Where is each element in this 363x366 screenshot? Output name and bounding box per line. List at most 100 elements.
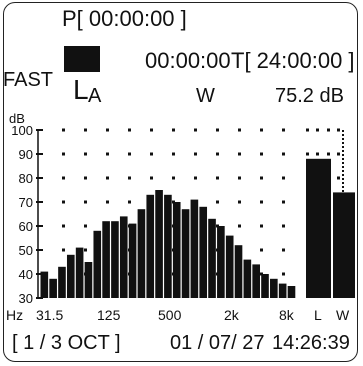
grid-dot: [337, 176, 340, 180]
grid-dot: [306, 152, 309, 156]
spectrum-bar: [181, 209, 190, 298]
spectrum-bar: [225, 235, 234, 298]
grid-dot: [260, 224, 263, 228]
weighting-subscript: A: [88, 85, 102, 107]
spectrum-bar: [128, 223, 137, 298]
grid-dot: [172, 152, 175, 156]
spectrum-bar: [172, 202, 181, 298]
x-tick-label: 2k: [224, 307, 239, 323]
spectrum-bar: [137, 209, 146, 298]
time-weighting-mode: FAST: [3, 69, 54, 91]
grid-dot: [316, 128, 319, 132]
grid-dot: [194, 176, 197, 180]
grid-dot: [216, 128, 219, 132]
grid-dot: [260, 200, 263, 204]
grid-dot: [62, 128, 65, 132]
grid-dot: [260, 128, 263, 132]
grid-dot: [216, 152, 219, 156]
grid-dot: [238, 128, 241, 132]
grid-dot: [238, 152, 241, 156]
grid-dot: [84, 128, 87, 132]
spectrum-bar: [155, 190, 163, 298]
spectrum-bar: [199, 206, 208, 298]
grid-dot: [306, 128, 309, 132]
date-display: 01 / 07/ 27: [170, 332, 265, 354]
grid-dot: [128, 128, 131, 132]
x-unit-label: Hz: [6, 307, 24, 323]
grid-dot: [238, 224, 241, 228]
spectrum-bar: [217, 226, 225, 298]
grid-dot: [194, 128, 197, 132]
grid-dot: [194, 152, 197, 156]
spectrum-bar: [40, 271, 49, 298]
y-tick-label: 60: [18, 219, 33, 234]
grid-dot: [84, 152, 87, 156]
y-unit-label: dB: [9, 111, 25, 126]
grid-dot: [128, 152, 131, 156]
band-mode: [ 1 / 3 OCT ]: [12, 332, 121, 354]
x-tick-label: 8k: [279, 307, 294, 323]
grid-dot: [282, 128, 285, 132]
spectrum-bar: [75, 247, 84, 298]
grid-dot: [62, 176, 65, 180]
overall-bar-label: W: [336, 307, 350, 323]
grid-dot: [238, 200, 241, 204]
spectrum-bar: [84, 262, 93, 298]
spectrum-bar: [119, 216, 128, 298]
grid-dot: [260, 248, 263, 252]
grid-dot: [84, 200, 87, 204]
y-tick-label: 40: [18, 267, 33, 282]
grid-dot: [106, 152, 109, 156]
grid-dot: [327, 152, 330, 156]
spectrum-bar: [93, 230, 102, 298]
grid-dot: [316, 152, 319, 156]
grid-dot: [282, 152, 285, 156]
y-tick-label: 70: [18, 195, 33, 210]
spectrum-bar: [146, 194, 155, 298]
spectrum-bar: [287, 286, 296, 298]
grid-dot: [327, 128, 330, 132]
spectrum-bar: [261, 274, 269, 298]
grid-dot: [106, 176, 109, 180]
grid-dot: [282, 224, 285, 228]
display-frame: [3, 2, 358, 362]
grid-dot: [150, 152, 153, 156]
spectrum-bar: [49, 278, 57, 298]
y-tick-label: 90: [18, 147, 33, 162]
grid-dot: [106, 128, 109, 132]
grid-dot: [150, 176, 153, 180]
grid-dot: [238, 176, 241, 180]
grid-dot: [260, 152, 263, 156]
grid-dot: [128, 200, 131, 204]
grid-dot: [282, 272, 285, 276]
grid-dot: [172, 176, 175, 180]
y-tick-label: 80: [18, 171, 33, 186]
time-display: 14:26:39: [272, 332, 350, 354]
record-indicator: [64, 46, 100, 72]
x-tick-label: 31.5: [36, 307, 64, 323]
x-tick-label: 125: [97, 307, 121, 323]
spectrum-bar: [270, 278, 278, 298]
grid-dot: [282, 176, 285, 180]
grid-dot: [62, 152, 65, 156]
grid-dot: [282, 248, 285, 252]
spectrum-bar: [208, 218, 216, 298]
grid-dot: [106, 200, 109, 204]
elapsed-time: 00:00:00: [145, 48, 231, 73]
grid-dot: [62, 248, 65, 252]
overall-level: 75.2 dB: [275, 85, 344, 107]
x-tick-label: 500: [158, 307, 182, 323]
grid-dot: [260, 176, 263, 180]
period-label: P[ 00:00:00 ]: [62, 6, 187, 31]
y-tick-label: 50: [18, 243, 33, 258]
total-time-label: T[ 24:00:00 ]: [231, 48, 355, 73]
overall-bar-label: L: [314, 307, 322, 323]
spectrum-bar: [164, 194, 172, 298]
overall-bar-l: [306, 158, 331, 298]
spectrum-bar: [243, 259, 252, 298]
grid-dot: [128, 176, 131, 180]
spectrum-bar: [252, 264, 260, 298]
grid-dot: [216, 176, 219, 180]
grid-dot: [337, 128, 340, 132]
y-tick-label: 30: [18, 291, 33, 306]
